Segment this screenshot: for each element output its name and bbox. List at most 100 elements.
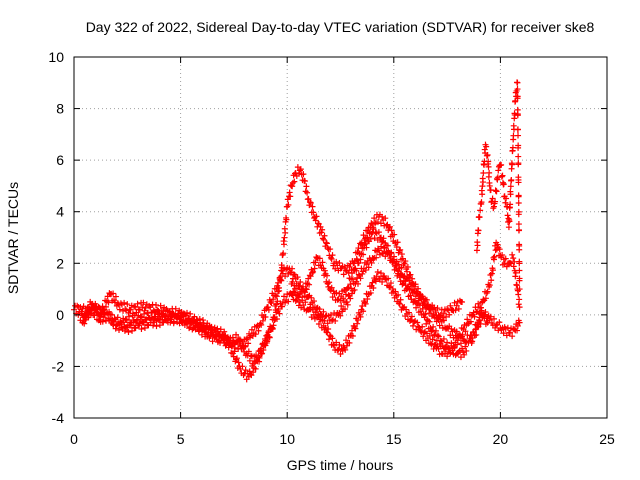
data-point [337,312,344,319]
data-point [398,272,405,279]
data-point [167,319,174,326]
data-point [268,300,275,307]
data-point [296,167,303,174]
data-point [311,298,318,305]
data-point [132,304,139,311]
data-point [404,268,411,275]
data-point [379,213,386,220]
data-point [430,323,437,330]
data-point [346,339,353,346]
data-point [354,320,361,327]
data-point [355,259,362,266]
data-point [143,316,150,323]
data-point [154,306,161,313]
data-point [471,332,478,339]
data-point [485,158,492,165]
data-point [446,311,453,318]
data-point [313,213,320,220]
data-point [276,310,283,317]
data-point [131,324,138,331]
data-point [134,300,141,307]
data-point [360,251,367,258]
data-point [139,304,146,311]
data-point [303,183,310,190]
data-point [514,79,521,86]
data-point [399,281,406,288]
data-point [81,320,88,327]
data-point [329,335,336,342]
data-point [407,317,414,324]
data-point [151,319,158,326]
data-point [449,347,456,354]
data-point [444,353,451,360]
data-point [395,268,402,275]
data-point [360,232,367,239]
data-point [157,302,164,309]
data-point [289,265,296,272]
data-layer [71,79,523,383]
data-point [373,254,380,261]
data-point [505,224,512,231]
data-point [291,282,298,289]
y-tick-label: 2 [56,255,64,271]
data-point [423,320,430,327]
data-point [515,291,522,298]
data-point [511,326,518,333]
data-point [395,291,402,298]
data-point [516,246,523,253]
data-point [514,86,521,93]
data-point [382,215,389,222]
data-point [388,227,395,234]
data-point [488,277,495,284]
data-point [385,275,392,282]
data-point [236,340,243,347]
data-point [485,163,492,170]
data-point [430,311,437,318]
data-point [141,324,148,331]
data-point [333,289,340,296]
data-point [327,246,334,253]
data-point [516,275,523,282]
data-point [127,306,134,313]
tick-layer: 0 5 10 15 20 25 -4 -2 0 2 4 6 8 10 [48,49,615,447]
data-point [448,325,455,332]
y-tick-label: 8 [56,101,64,117]
data-point [480,170,487,177]
data-point [487,313,494,320]
data-point [491,315,498,322]
data-point [349,332,356,339]
data-point [107,317,114,324]
data-point [340,295,347,302]
data-point [312,259,319,266]
data-point [363,244,370,251]
data-point [112,293,119,300]
data-point [130,319,137,326]
data-point [510,255,517,262]
data-point [270,296,277,303]
data-point [423,296,430,303]
data-point [508,260,515,267]
data-point [247,352,254,359]
data-point [122,316,129,323]
data-point [338,303,345,310]
data-point [455,305,462,312]
data-point [235,359,242,366]
data-point [200,320,207,327]
data-point [386,283,393,290]
data-point [221,328,228,335]
data-point [111,316,118,323]
data-point [382,253,389,260]
data-point [447,302,454,309]
data-point [444,306,451,313]
data-point [136,322,143,329]
data-point [246,368,253,375]
data-point [515,221,522,228]
data-point [270,322,277,329]
data-point [367,235,374,242]
data-point [252,365,259,372]
data-point [294,274,301,281]
data-point [179,311,186,318]
data-point [328,284,335,291]
data-point [488,270,495,277]
data-point [110,290,117,297]
